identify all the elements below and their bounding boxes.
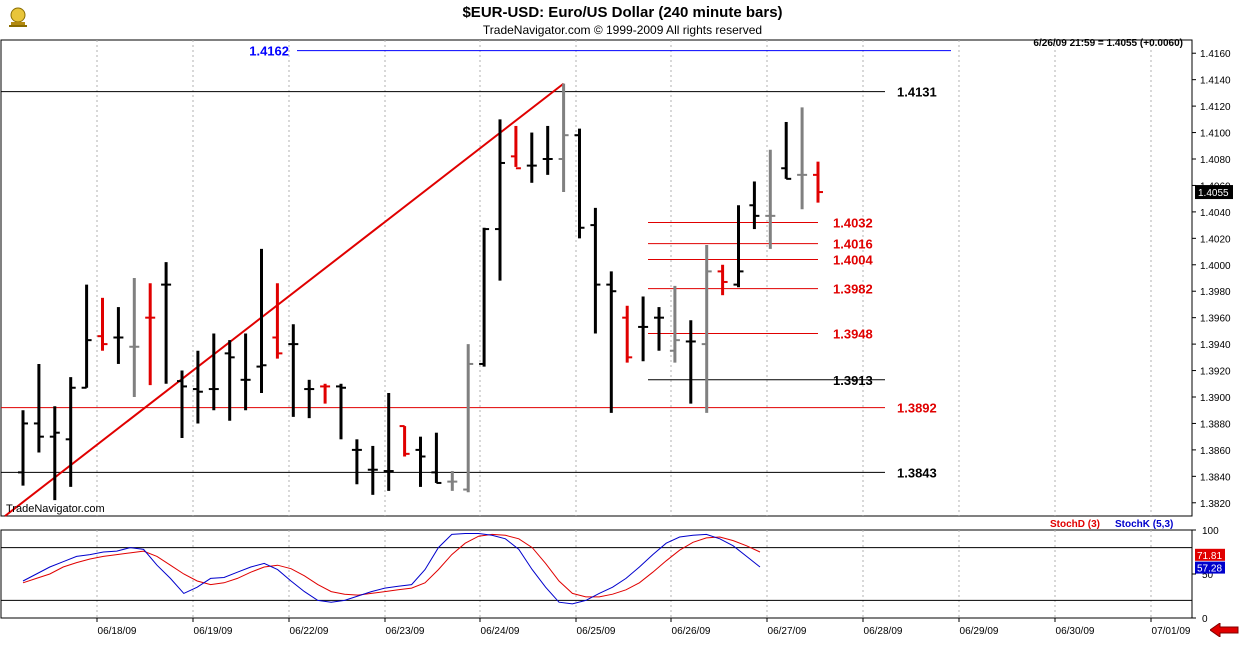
y-tick-label: 1.3860 [1200,446,1231,457]
y-tick-label: 1.4080 [1200,155,1231,166]
y-tick-label: 1.3920 [1200,367,1231,378]
y-tick-label: 1.3880 [1200,419,1231,430]
y-tick-label: 1.3980 [1200,287,1231,298]
level-label: 1.3892 [897,401,937,416]
stoch-y-tick-label: 100 [1202,526,1219,537]
x-tick-label: 06/25/09 [577,626,616,637]
y-tick-label: 1.3960 [1200,314,1231,325]
y-tick-label: 1.3900 [1200,393,1231,404]
stochk-line [22,533,761,605]
trendline [4,82,565,517]
stoch-y-tick-label: 50 [1202,570,1214,581]
y-tick-label: 1.4100 [1200,129,1231,140]
level-label: 1.3913 [833,373,873,388]
stoch-panel-frame [0,529,1193,619]
x-tick-label: 06/27/09 [768,626,807,637]
level-label: 1.4016 [833,237,873,252]
y-tick-label: 1.4140 [1200,76,1231,87]
level-label: 1.3948 [833,327,873,342]
y-tick-label: 1.3840 [1200,472,1231,483]
x-tick-label: 06/18/09 [98,626,137,637]
x-tick-label: 06/23/09 [386,626,425,637]
level-label: 1.4032 [833,215,873,230]
x-tick-label: 07/01/09 [1152,626,1191,637]
x-tick-label: 06/28/09 [864,626,903,637]
stochk-value-label: 57.28 [1197,564,1222,575]
last-price-box [1195,185,1233,200]
last-price-label: 1.4055 [1198,188,1229,199]
y-tick-label: 1.4040 [1200,208,1231,219]
level-label: 1.3982 [833,282,873,297]
level-label: 1.4131 [897,85,937,100]
y-tick-label: 1.4020 [1200,234,1231,245]
last-quote: 6/26/09 21:59 = 1.4055 (+0.0060) [1033,38,1183,49]
y-tick-label: 1.4160 [1200,49,1231,60]
x-tick-label: 06/30/09 [1056,626,1095,637]
x-tick-label: 06/19/09 [194,626,233,637]
watermark: TradeNavigator.com [6,503,105,515]
stoch-y-tick-label: 0 [1202,614,1208,625]
level-label: 1.3843 [897,465,937,480]
stochk-legend: StochK (5,3) [1115,519,1174,530]
y-tick-label: 1.3820 [1200,499,1231,510]
level-label: 1.4162 [249,44,289,59]
scroll-left-arrow-icon[interactable] [1209,622,1240,642]
chart-subtitle: TradeNavigator.com © 1999-2009 All right… [482,23,763,37]
price-panel-frame [0,39,1193,517]
x-tick-label: 06/22/09 [290,626,329,637]
y-tick-label: 1.3940 [1200,340,1231,351]
y-tick-label: 1.4000 [1200,261,1231,272]
trade-navigator-logo [6,4,30,33]
level-label: 1.4004 [833,252,874,267]
y-tick-label: 1.4120 [1200,102,1231,113]
stochk-value-box [1195,561,1225,574]
stochd-legend: StochD (3) [1050,519,1100,530]
x-tick-label: 06/29/09 [960,626,999,637]
x-tick-label: 06/26/09 [672,626,711,637]
stochd-value-box [1195,548,1225,561]
stochd-value-label: 71.81 [1197,551,1222,562]
x-tick-label: 06/24/09 [481,626,520,637]
chart-title: $EUR-USD: Euro/US Dollar (240 minute bar… [462,4,783,21]
